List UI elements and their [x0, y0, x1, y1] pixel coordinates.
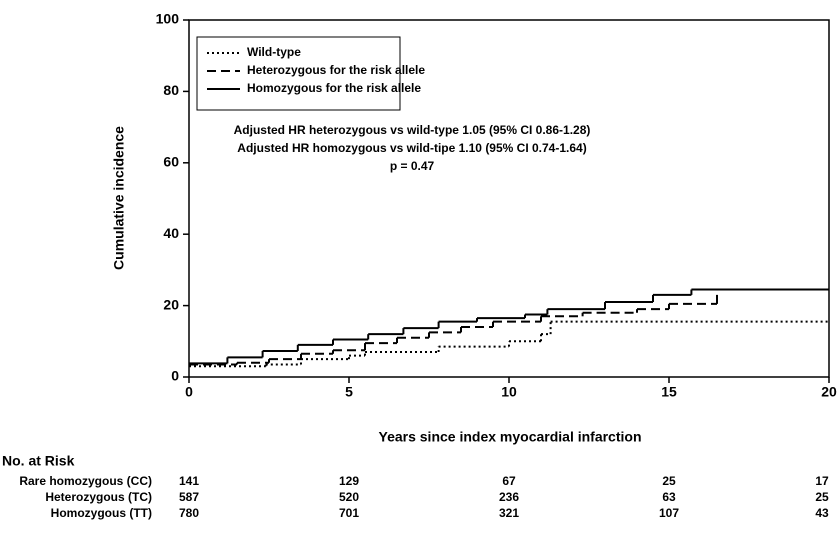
risk-value: 141: [179, 474, 199, 488]
x-tick-label: 5: [345, 384, 353, 400]
legend-label: Wild-type: [247, 45, 301, 59]
risk-value: 67: [502, 474, 516, 488]
risk-value: 43: [815, 506, 829, 520]
risk-value: 236: [499, 490, 519, 504]
risk-value: 63: [662, 490, 676, 504]
risk-value: 107: [659, 506, 679, 520]
legend-box: [196, 36, 401, 111]
y-tick-label: 40: [163, 225, 179, 241]
y-tick-label: 60: [163, 154, 179, 170]
risk-row-label: Rare homozygous (CC): [19, 474, 152, 488]
y-tick-label: 80: [163, 82, 179, 98]
y-axis-label: Cumulative incidence: [111, 126, 127, 270]
risk-table-title: No. at Risk: [2, 453, 75, 469]
risk-value: 321: [499, 506, 519, 520]
risk-value: 129: [339, 474, 359, 488]
annotation: Adjusted HR homozygous vs wild-tipe 1.10…: [237, 141, 586, 155]
x-tick-label: 10: [501, 384, 517, 400]
x-axis-label: Years since index myocardial infarction: [379, 429, 642, 445]
risk-value: 17: [815, 474, 829, 488]
risk-value: 780: [179, 506, 199, 520]
risk-value: 701: [339, 506, 359, 520]
annotation: p = 0.47: [390, 159, 435, 173]
risk-value: 25: [662, 474, 676, 488]
annotation: Adjusted HR heterozygous vs wild-type 1.…: [234, 123, 591, 137]
x-tick-label: 0: [185, 384, 193, 400]
y-tick-label: 20: [163, 296, 179, 312]
legend-label: Homozygous for the risk allele: [247, 81, 421, 95]
legend-label: Heterozygous for the risk allele: [247, 63, 425, 77]
risk-value: 520: [339, 490, 359, 504]
y-tick-label: 0: [171, 368, 179, 384]
y-tick-label: 100: [156, 11, 180, 27]
risk-value: 587: [179, 490, 199, 504]
x-tick-label: 15: [661, 384, 677, 400]
risk-value: 25: [815, 490, 829, 504]
risk-row-label: Homozygous (TT): [51, 506, 152, 520]
x-tick-label: 20: [821, 384, 837, 400]
risk-row-label: Heterozygous (TC): [45, 490, 152, 504]
